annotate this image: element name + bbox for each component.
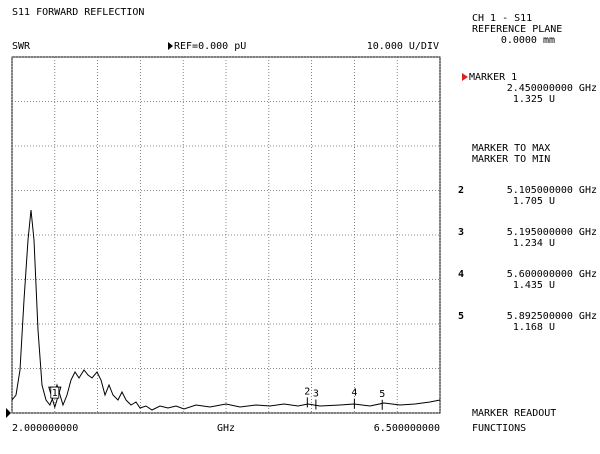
marker-readout-freq: 2.450000000 GHz [507, 83, 597, 94]
function-label: MARKER TO MIN [472, 154, 550, 165]
trace [11, 209, 441, 411]
x-unit-label: GHz [217, 423, 235, 434]
reference-plane-value: 0.0000 mm [501, 35, 555, 46]
active-marker-arrow [462, 73, 468, 81]
marker-readout-freq: 5.600000000 GHz [507, 269, 597, 280]
active-marker-title: MARKER 1 [469, 72, 517, 83]
marker-id: 5 [379, 389, 385, 400]
ref-arrow [168, 42, 173, 50]
footer-label: MARKER READOUT [472, 408, 556, 419]
marker-readout-id: 5 [458, 311, 464, 322]
marker-id: 3 [313, 389, 319, 400]
marker-readout-id: 2 [458, 185, 464, 196]
marker-readout-value: 1.234 U [513, 238, 555, 249]
footer-label: FUNCTIONS [472, 423, 526, 434]
channel-label: CH 1 - S11 [472, 13, 532, 24]
marker-readout-freq: 5.892500000 GHz [507, 311, 597, 322]
x-tick-label: 2.000000000 [12, 423, 78, 434]
marker-readout-freq: 5.195000000 GHz [507, 227, 597, 238]
x-tick-label: 6.500000000 [374, 423, 440, 434]
reference-plane-label: REFERENCE PLANE [472, 24, 562, 35]
format-label: SWR [12, 41, 31, 52]
marker-readout-value: 1.325 U [513, 94, 555, 105]
chart-title: S11 FORWARD REFLECTION [12, 7, 144, 18]
marker-readout-value: 1.705 U [513, 196, 555, 207]
marker-readout-id: 4 [458, 269, 464, 280]
marker-readout-id: 3 [458, 227, 464, 238]
marker-readout-freq: 5.105000000 GHz [507, 185, 597, 196]
marker-readout-value: 1.435 U [513, 280, 555, 291]
marker-id: 1 [52, 388, 58, 399]
scale-label: 10.000 U/DIV [367, 41, 439, 52]
marker-id: 4 [351, 388, 357, 399]
marker-id: 2 [304, 386, 310, 397]
ref-position-marker [6, 408, 11, 418]
reference-label: REF=0.000 pU [174, 41, 246, 52]
marker-box [50, 386, 60, 399]
marker-readout-value: 1.168 U [513, 322, 555, 333]
function-label: MARKER TO MAX [472, 143, 550, 154]
